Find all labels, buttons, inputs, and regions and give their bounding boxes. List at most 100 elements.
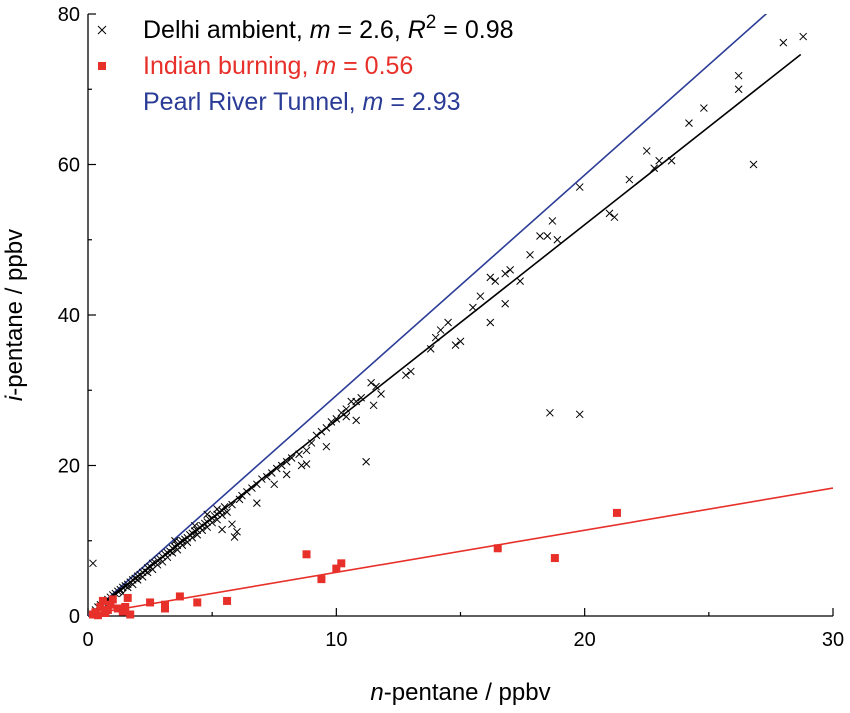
- data-point-stroke: [610, 213, 619, 222]
- data-point-stroke: [235, 495, 244, 504]
- fit-line-indian-burning: [88, 487, 833, 616]
- data-point-delhi: [536, 232, 544, 240]
- data-point-stroke: [220, 503, 229, 511]
- data-point-burning: [160, 604, 169, 613]
- data-point-delhi: [272, 464, 281, 473]
- data-point-delhi: [213, 505, 221, 513]
- legend-marker-burning: [98, 62, 106, 70]
- data-point-stroke: [218, 511, 226, 520]
- data-point-delhi: [342, 405, 351, 413]
- data-point-stroke: [257, 475, 266, 483]
- data-point-burning: [337, 559, 346, 568]
- data-point-delhi: [270, 480, 279, 489]
- data-point-delhi: [218, 525, 226, 534]
- data-point-delhi: [282, 457, 291, 466]
- data-point-delhi: [210, 512, 219, 520]
- data-point-delhi: [506, 265, 515, 274]
- data-point-delhi: [352, 397, 361, 406]
- data-point-burning: [193, 598, 202, 607]
- data-point-stroke: [270, 480, 279, 489]
- data-point-stroke: [734, 71, 743, 80]
- data-point-stroke: [431, 333, 440, 342]
- data-point-stroke: [133, 576, 142, 584]
- data-point-burning: [302, 550, 311, 559]
- data-point-burning: [98, 596, 107, 605]
- data-point-delhi: [372, 382, 380, 391]
- data-point-delhi: [295, 450, 303, 459]
- data-point-delhi: [553, 235, 562, 244]
- y-tick-label: 20: [58, 456, 80, 478]
- x-tick-label: 10: [325, 629, 347, 651]
- data-point-stroke: [123, 583, 132, 592]
- data-point-burning: [493, 544, 502, 553]
- data-point-delhi: [317, 427, 326, 436]
- data-point-stroke: [228, 500, 236, 509]
- data-point-delhi: [352, 416, 361, 425]
- data-point-delhi: [799, 32, 808, 41]
- data-point-delhi: [685, 119, 693, 127]
- data-point-stroke: [655, 156, 664, 165]
- data-point-stroke: [543, 232, 552, 240]
- data-point-stroke: [188, 533, 197, 542]
- data-point-stroke: [312, 431, 321, 440]
- data-point-stroke: [307, 439, 316, 447]
- data-point-delhi: [208, 518, 217, 527]
- data-point-stroke: [277, 461, 286, 470]
- data-point-stroke: [486, 318, 495, 327]
- data-point-burning: [108, 595, 117, 604]
- data-point-burning: [118, 607, 127, 616]
- data-point-burning: [113, 604, 122, 613]
- data-point-stroke: [218, 525, 226, 534]
- data-point-delhi: [178, 541, 187, 550]
- y-tick-label: 80: [58, 4, 80, 26]
- data-point-delhi: [575, 183, 584, 191]
- data-point-stroke: [469, 303, 477, 312]
- data-point-stroke: [526, 250, 534, 259]
- data-point-stroke: [352, 397, 361, 406]
- data-point-stroke: [178, 541, 187, 550]
- data-point-delhi: [257, 475, 266, 483]
- data-point-delhi: [667, 156, 676, 165]
- data-point-stroke: [536, 232, 544, 240]
- data-point-stroke: [642, 147, 651, 155]
- data-point-burning: [223, 596, 232, 605]
- data-point-stroke: [357, 393, 366, 402]
- data-point-stroke: [352, 416, 361, 425]
- data-point-stroke: [362, 457, 370, 466]
- data-point-burning: [93, 611, 102, 620]
- data-point-stroke: [342, 405, 351, 413]
- data-point-delhi: [575, 410, 584, 419]
- data-point-stroke: [243, 487, 251, 496]
- data-point-stroke: [337, 408, 346, 417]
- data-point-stroke: [685, 119, 693, 127]
- data-point-stroke: [295, 450, 303, 459]
- data-point-delhi: [312, 431, 321, 440]
- data-point-delhi: [89, 559, 97, 568]
- data-point-delhi: [469, 303, 477, 312]
- data-point-burning: [126, 610, 135, 619]
- fit-line-pearl-river-tunnel: [88, 14, 768, 616]
- y-tick-label: 60: [58, 155, 80, 177]
- data-point-stroke: [297, 461, 306, 470]
- data-point-stroke: [213, 505, 221, 513]
- data-point-stroke: [650, 164, 659, 173]
- data-point-stroke: [426, 345, 435, 353]
- data-point-stroke: [553, 235, 562, 244]
- data-point-stroke: [322, 442, 331, 451]
- data-point-delhi: [642, 147, 651, 155]
- data-point-delhi: [734, 71, 743, 80]
- data-point-stroke: [171, 536, 179, 545]
- data-point-stroke: [406, 367, 415, 376]
- data-point-delhi: [486, 273, 495, 282]
- data-point-delhi: [476, 292, 485, 301]
- x-tick-label: 20: [574, 629, 596, 651]
- data-point-stroke: [548, 217, 557, 225]
- legend-label-delhi-ambient: Delhi ambient, m = 2.6, R2 = 0.98: [143, 12, 514, 44]
- data-point-delhi: [456, 337, 465, 346]
- data-point-delhi: [357, 393, 366, 402]
- data-point-burning: [317, 575, 326, 584]
- data-point-stroke: [233, 527, 241, 536]
- data-point-stroke: [230, 533, 239, 541]
